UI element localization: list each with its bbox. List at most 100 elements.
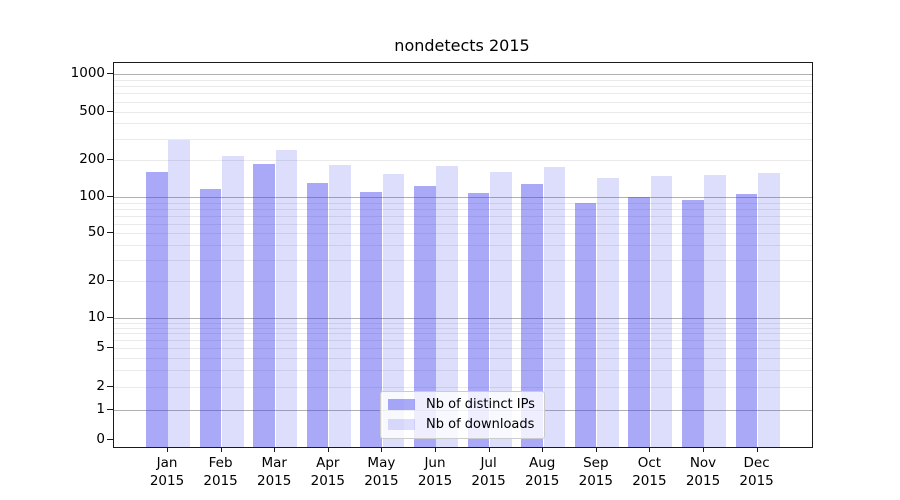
x-tick-year: 2015 (257, 473, 292, 489)
gridline-minor (114, 138, 812, 140)
x-tick-year: 2015 (525, 473, 560, 489)
gridline-minor (114, 357, 812, 359)
y-tick-label: 50 (87, 224, 105, 240)
gridline-minor (114, 215, 812, 217)
gridline-major (114, 197, 812, 198)
x-tick-label-apr: Apr 2015 (296, 454, 360, 490)
gridline-minor (114, 369, 812, 371)
x-tick-year: 2015 (203, 473, 238, 489)
x-tick-mark (435, 447, 436, 452)
x-tick-mark (595, 447, 597, 452)
x-tick-year: 2015 (632, 473, 667, 489)
gridline-minor (114, 160, 812, 161)
y-tick-label: 1 (96, 401, 105, 417)
bar-ips-sep (574, 202, 597, 447)
x-tick-mark (167, 447, 168, 452)
x-tick-label-dec: Dec 2015 (725, 454, 789, 490)
gridline-minor (114, 208, 812, 210)
bar-downloads-jan (168, 140, 190, 447)
x-tick-month: Jun (424, 455, 446, 471)
bar-ips-jun (414, 186, 436, 447)
x-tick-month: Mar (261, 455, 287, 471)
bar-ips-feb (199, 188, 222, 447)
legend-swatch-ips-icon (388, 399, 415, 410)
x-tick-mark (381, 447, 383, 452)
bar-downloads-apr (329, 164, 351, 447)
x-tick-label-sep: Sep 2015 (564, 454, 628, 490)
y-tick-mark (107, 317, 113, 318)
bar-ips-mar (253, 164, 275, 447)
y-tick-label: 500 (79, 102, 105, 119)
x-tick-year: 2015 (310, 473, 345, 489)
x-tick-month: Apr (316, 455, 340, 471)
bar-ips-may (360, 191, 382, 447)
gridline-minor (114, 387, 812, 388)
legend-swatch-downloads-icon (388, 419, 415, 430)
x-tick-mark (488, 447, 490, 452)
gridline-minor (114, 202, 812, 204)
bar-downloads-nov (704, 175, 726, 447)
x-tick-year: 2015 (471, 473, 506, 489)
x-tick-year: 2015 (739, 473, 774, 489)
y-tick-mark (107, 409, 113, 410)
x-tick-mark (756, 447, 758, 452)
x-tick-year: 2015 (149, 473, 185, 489)
y-tick-mark (107, 280, 113, 281)
gridline-minor (114, 327, 812, 329)
x-tick-label-jan: Jan 2015 (135, 454, 199, 490)
gridline-major (114, 74, 812, 75)
x-tick-month: Jul (480, 455, 497, 471)
x-tick-label-jun: Jun 2015 (403, 454, 467, 490)
y-tick-mark (107, 159, 113, 160)
bar-downloads-dec (758, 173, 780, 447)
x-tick-label-nov: Nov 2015 (671, 454, 735, 490)
x-tick-year: 2015 (417, 473, 453, 489)
x-tick-label-mar: Mar 2015 (242, 454, 306, 490)
bar-downloads-aug (543, 167, 566, 447)
y-tick-label: 100 (79, 188, 105, 204)
x-tick-label-may: May 2015 (349, 454, 413, 490)
x-tick-mark (274, 447, 276, 452)
y-tick-label: 5 (96, 339, 105, 355)
gridline-major (114, 318, 812, 319)
x-tick-month: Jan (156, 455, 178, 471)
bar-ips-dec (735, 194, 758, 447)
x-tick-year: 2015 (685, 473, 721, 489)
bar-ips-oct (628, 196, 650, 447)
chart-title: nondetects 2015 (394, 36, 530, 55)
y-tick-label: 20 (87, 272, 105, 288)
gridline-minor (114, 348, 812, 349)
x-tick-label-jul: Jul 2015 (457, 454, 521, 490)
bar-downloads-mar (275, 150, 298, 447)
bar-downloads-feb (222, 156, 244, 447)
gridline-minor (114, 333, 812, 335)
gridline-minor (114, 123, 812, 125)
x-tick-mark (649, 447, 651, 452)
gridline-minor (114, 93, 812, 95)
bar-downloads-jun (436, 165, 458, 447)
legend-entry-downloads: Nb of downloads (388, 417, 535, 432)
y-tick-label: 1000 (70, 65, 105, 81)
x-tick-year: 2015 (578, 473, 613, 489)
bar-downloads-jul (490, 171, 512, 447)
x-tick-mark (327, 447, 329, 452)
plot-area (113, 62, 813, 448)
x-tick-year: 2015 (364, 473, 399, 489)
x-tick-month: Oct (637, 455, 662, 471)
gridline-minor (114, 86, 812, 88)
y-tick-mark (107, 110, 113, 112)
y-tick-label: 200 (79, 151, 105, 167)
y-tick-mark (107, 386, 113, 387)
x-tick-label-feb: Feb 2015 (189, 454, 253, 490)
bar-ips-aug (521, 183, 543, 447)
x-tick-month: Sep (583, 455, 609, 471)
gridline-minor (114, 111, 812, 113)
bar-ips-nov (682, 199, 704, 447)
x-tick-label-oct: Oct 2015 (617, 454, 681, 490)
bar-ips-jan (146, 171, 168, 447)
y-tick-mark (107, 73, 113, 74)
x-tick-mark (542, 447, 544, 452)
bar-ips-jul (467, 192, 490, 447)
y-tick-mark (107, 347, 113, 348)
